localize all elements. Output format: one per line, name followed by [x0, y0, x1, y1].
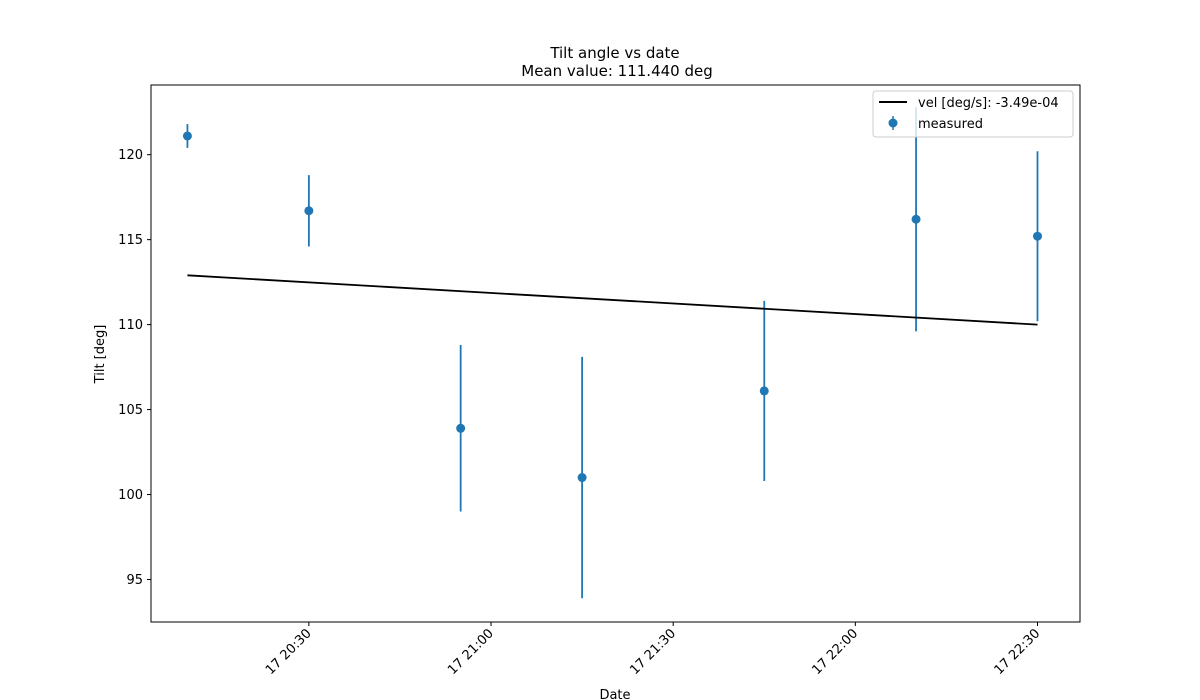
data-point — [456, 423, 466, 433]
legend-box — [872, 90, 1074, 138]
fit-line — [187, 274, 1038, 326]
y-tick-label: 95 — [126, 573, 143, 588]
chart-subtitle: Mean value: 111.440 deg — [521, 62, 713, 80]
legend-label-measured: measured — [918, 117, 983, 132]
y-tick-label: 115 — [118, 233, 143, 248]
legend-label-fit: vel [deg/s]: -3.49e-04 — [918, 96, 1059, 111]
y-tick-label: 120 — [118, 148, 143, 163]
x-tick-label: 17 21:30 — [627, 626, 679, 678]
data-point — [304, 206, 314, 216]
data-point — [1032, 231, 1042, 241]
data-point — [182, 131, 192, 141]
x-tick-label: 17 20:30 — [263, 626, 315, 678]
x-axis-label: Date — [599, 688, 630, 700]
data-point — [759, 386, 769, 396]
plot-frame — [150, 84, 1081, 623]
data-point — [577, 473, 587, 483]
data-point — [911, 214, 921, 224]
axes-layer: 95 100 105 110 115 120 17 20:30 17 21:00 17 21:3… — [118, 148, 1043, 678]
y-axis-label: Tilt [deg] — [93, 325, 108, 385]
legend-marker-swatch — [888, 118, 898, 128]
x-tick-label: 17 22:00 — [809, 626, 861, 678]
x-tick-label: 17 21:00 — [445, 626, 497, 678]
legend: vel [deg/s]: -3.49e-04 measured — [872, 90, 1074, 138]
y-tick-label: 110 — [118, 318, 143, 333]
y-tick-label: 105 — [118, 403, 143, 418]
chart-title: Tilt angle vs date — [549, 44, 679, 62]
x-tick-label: 17 22:30 — [992, 626, 1044, 678]
y-tick-label: 100 — [118, 488, 143, 503]
plot-data-layer — [182, 107, 1042, 599]
